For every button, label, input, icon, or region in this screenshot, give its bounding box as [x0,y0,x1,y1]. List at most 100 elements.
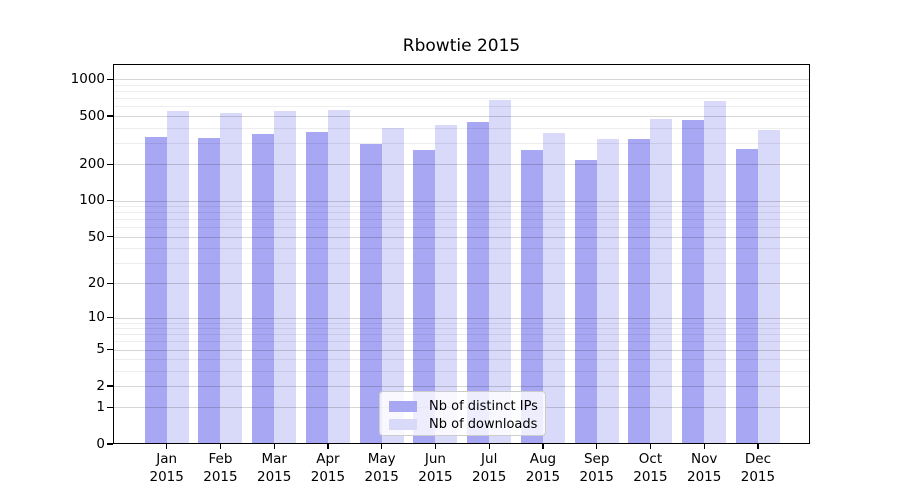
plot-area [113,64,810,444]
x-tick-label: Mar 2015 [244,450,304,486]
legend-swatch-distinct-ips [389,400,417,412]
gridline-minor [113,98,810,100]
bar-distinct-ips-may [359,143,382,444]
bar-distinct-ips-sep [574,159,597,444]
x-tick-label: Dec 2015 [728,450,788,486]
x-tick-label-year: 2015 [418,469,453,485]
x-tick-label-year: 2015 [633,469,668,485]
gridline-minor [113,142,810,144]
bar-distinct-ips-jun [413,149,436,444]
x-tick-label: Jan 2015 [137,450,197,486]
x-tickmark [488,444,490,449]
x-tickmark [381,444,383,449]
bar-downloads-nov [704,100,727,444]
y-tick-label: 100 [79,192,105,209]
x-tick-label: Aug 2015 [513,450,573,486]
x-tickmark [273,444,275,449]
gridline-minor [113,262,810,264]
gridline-major [113,317,810,319]
y-tick-label: 0 [96,436,105,452]
bar-distinct-ips-feb [198,137,221,444]
bar-distinct-ips-jul [467,121,490,444]
bar-downloads-aug [542,133,565,444]
y-tickmark [107,199,113,202]
gridline-major [113,236,810,238]
y-tick-label: 20 [87,275,105,292]
x-tickmark [166,444,168,449]
x-tick-label-year: 2015 [257,469,292,485]
y-tickmark [107,235,113,238]
x-tick-label-year: 2015 [149,469,184,485]
legend-row-downloads: Nb of downloads [389,415,537,433]
bar-downloads-sep [596,139,619,444]
y-tick-label: 500 [79,107,105,124]
x-tick-label-year: 2015 [310,469,346,485]
legend-swatch-downloads [389,418,417,430]
y-tickmark [107,406,113,408]
x-tickmark [434,444,437,449]
bar-downloads-dec [757,129,780,444]
bar-downloads-oct [650,118,673,444]
x-tickmark [649,444,652,449]
bar-distinct-ips-apr [305,131,328,444]
legend-label-distinct-ips: Nb of distinct IPs [429,398,538,414]
bar-distinct-ips-aug [520,149,543,444]
y-tickmark [107,316,113,319]
y-tickmark [107,78,113,81]
gridline-minor [113,227,810,229]
x-tick-label: Jul 2015 [459,450,519,486]
y-tickmark [107,348,113,351]
gridline-major [113,386,810,387]
y-tickmark [107,163,113,165]
bar-distinct-ips-dec [735,148,758,444]
bar-downloads-feb [220,112,243,444]
x-tick-label-year: 2015 [203,469,238,485]
y-tick-label: 5 [96,341,105,358]
bar-downloads-apr [327,110,350,444]
gridline-major [113,200,810,202]
x-tickmark [327,444,329,449]
y-tick-label: 2 [96,378,105,395]
gridline-major [113,283,810,285]
gridline-minor [113,127,810,129]
x-tickmark [542,444,544,449]
gridline-minor [113,359,810,361]
x-tickmark [757,444,759,449]
y-tickmark [107,443,113,445]
legend-row-distinct-ips: Nb of distinct IPs [389,397,538,415]
bar-downloads-jan [166,110,189,444]
x-tick-label: Sep 2015 [567,450,627,486]
bar-downloads-mar [274,111,297,444]
gridline-minor [113,85,810,86]
gridline-minor [113,212,810,214]
x-tick-label: Feb 2015 [190,450,250,486]
bar-distinct-ips-oct [628,138,651,444]
gridline-minor [113,322,810,324]
y-tick-label: 50 [87,228,105,245]
x-tick-label-year: 2015 [525,469,561,485]
gridline-major [113,349,810,351]
y-tickmark [107,115,113,117]
gridline-minor [113,341,810,343]
legend: Nb of distinct IPs Nb of downloads [379,391,546,436]
x-tick-label-year: 2015 [740,469,776,485]
bar-distinct-ips-jan [144,137,167,444]
bar-distinct-ips-mar [252,133,275,444]
gridline-major [113,164,810,166]
gridline-minor [113,370,810,372]
bar-downloads-jul [489,100,512,444]
x-tick-label-year: 2015 [687,469,722,485]
gridline-major [113,116,810,117]
y-tick-label: 200 [79,156,105,173]
gridline-minor [113,219,810,221]
gridline-minor [113,328,810,330]
y-tick-label: 1 [96,399,105,416]
x-tick-label-year: 2015 [472,469,507,485]
x-tickmark [703,444,705,449]
x-tick-label-year: 2015 [364,469,399,485]
x-tick-label: May 2015 [352,450,412,486]
bar-downloads-may [381,127,404,444]
y-tick-label: 10 [87,309,105,326]
x-tickmark [596,444,598,449]
